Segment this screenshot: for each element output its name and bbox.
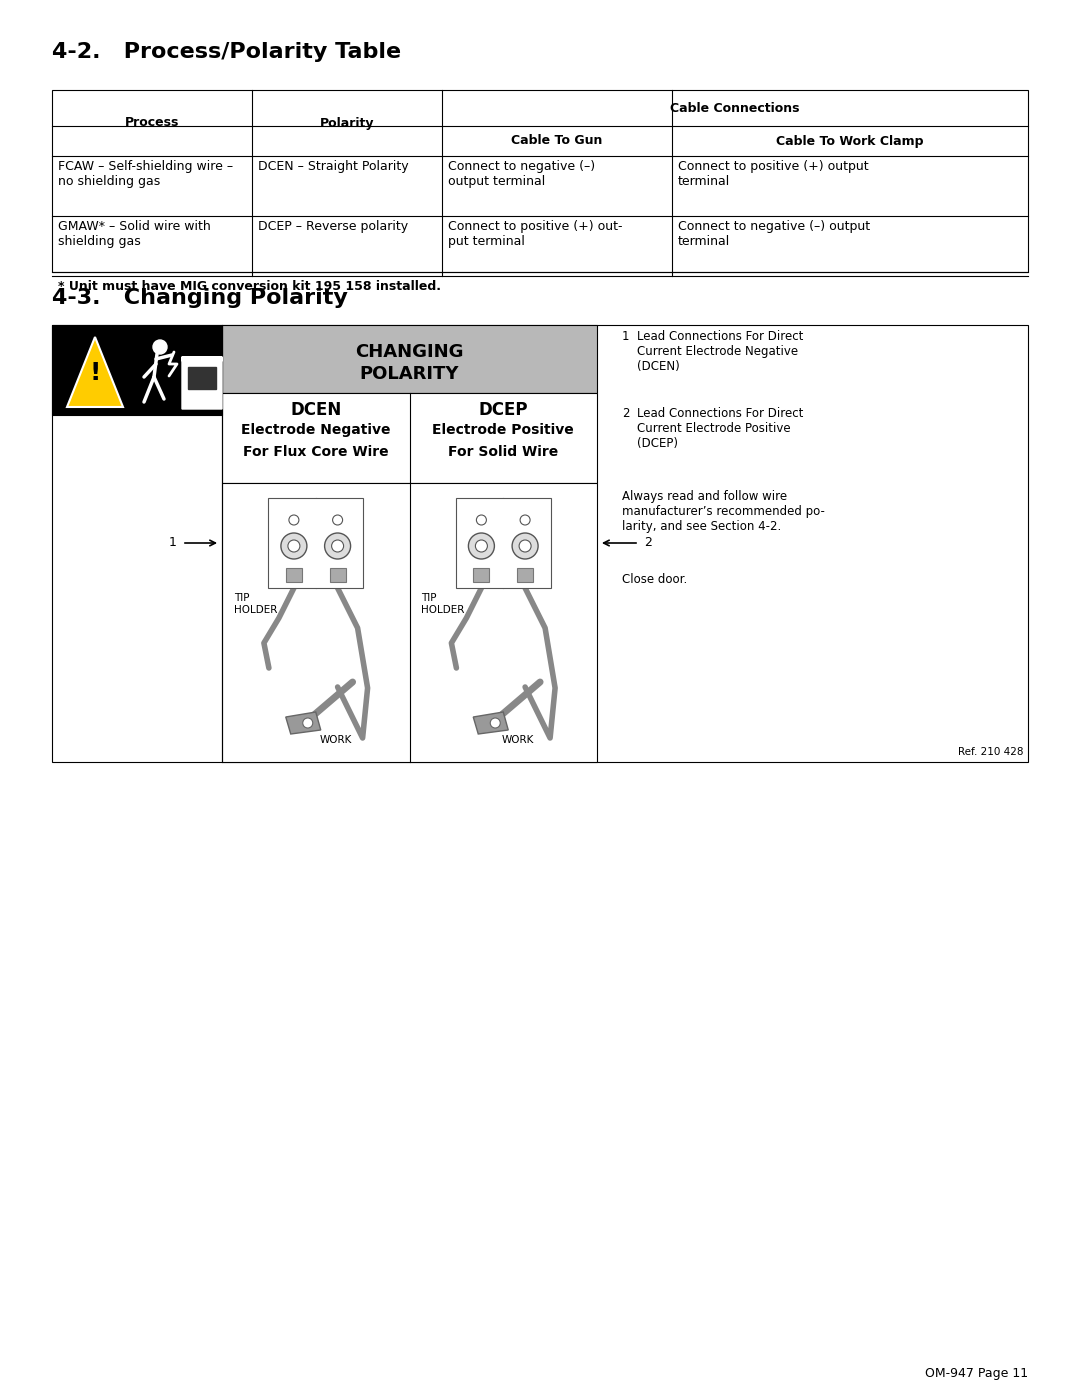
Text: Polarity: Polarity	[320, 116, 375, 130]
Text: OM-947 Page 11: OM-947 Page 11	[924, 1368, 1028, 1380]
Text: * Unit must have MIG conversion kit 195 158 installed.: * Unit must have MIG conversion kit 195 …	[58, 279, 441, 293]
Text: Cable To Gun: Cable To Gun	[511, 134, 603, 148]
Text: +: +	[476, 504, 486, 514]
Circle shape	[281, 534, 307, 559]
Circle shape	[476, 515, 486, 525]
Text: For Flux Core Wire: For Flux Core Wire	[243, 446, 389, 460]
Circle shape	[333, 515, 342, 525]
Text: TIP
HOLDER: TIP HOLDER	[234, 592, 278, 615]
Text: DCEP – Reverse polarity: DCEP – Reverse polarity	[258, 219, 408, 233]
Bar	[52, 326, 1028, 761]
Text: Electrode Negative: Electrode Negative	[241, 423, 391, 437]
Bar	[188, 367, 216, 388]
Text: Cable To Work Clamp: Cable To Work Clamp	[777, 134, 923, 148]
Text: Electrode Positive: Electrode Positive	[432, 423, 575, 437]
Circle shape	[469, 534, 495, 559]
Polygon shape	[473, 712, 509, 733]
Text: −: −	[333, 504, 342, 517]
Polygon shape	[286, 712, 321, 733]
Circle shape	[289, 515, 299, 525]
Bar	[329, 569, 346, 583]
Text: !: !	[90, 360, 100, 386]
Polygon shape	[67, 337, 123, 407]
Circle shape	[325, 534, 351, 559]
Text: Connect to positive (+) out-
put terminal: Connect to positive (+) out- put termina…	[448, 219, 622, 249]
Polygon shape	[183, 358, 222, 409]
Bar	[456, 497, 551, 588]
Text: POLARITY: POLARITY	[360, 365, 459, 383]
Text: 4-2.   Process/Polarity Table: 4-2. Process/Polarity Table	[52, 42, 401, 61]
Text: WORK: WORK	[320, 735, 352, 745]
Circle shape	[512, 534, 538, 559]
Circle shape	[490, 718, 500, 728]
Text: Always read and follow wire
manufacturer’s recommended po-
larity, and see Secti: Always read and follow wire manufacturer…	[622, 490, 825, 534]
Text: DCEP: DCEP	[478, 401, 528, 419]
Text: DCEN: DCEN	[291, 401, 341, 419]
Bar	[222, 393, 597, 483]
Bar	[222, 326, 597, 393]
Circle shape	[475, 541, 487, 552]
Text: +: +	[289, 504, 298, 514]
Text: 2: 2	[622, 407, 630, 420]
Text: Ref. 210 428: Ref. 210 428	[958, 747, 1023, 757]
Bar	[268, 497, 363, 588]
Text: For Solid Wire: For Solid Wire	[448, 446, 558, 460]
Bar	[517, 569, 534, 583]
Bar	[52, 89, 1028, 272]
Circle shape	[332, 541, 343, 552]
Text: DCEN – Straight Polarity: DCEN – Straight Polarity	[258, 161, 408, 173]
Text: Lead Connections For Direct
Current Electrode Positive
(DCEP): Lead Connections For Direct Current Elec…	[637, 407, 804, 450]
Text: Cable Connections: Cable Connections	[671, 102, 800, 115]
Bar	[286, 569, 302, 583]
Text: 4-3.   Changing Polarity: 4-3. Changing Polarity	[52, 288, 348, 307]
Text: GMAW* – Solid wire with
shielding gas: GMAW* – Solid wire with shielding gas	[58, 219, 211, 249]
Text: Process: Process	[125, 116, 179, 130]
Circle shape	[302, 718, 313, 728]
Text: CHANGING: CHANGING	[355, 344, 463, 360]
Text: Lead Connections For Direct
Current Electrode Negative
(DCEN): Lead Connections For Direct Current Elec…	[637, 330, 804, 373]
Bar	[473, 569, 489, 583]
Text: −: −	[519, 504, 530, 517]
Text: TIP
HOLDER: TIP HOLDER	[421, 592, 464, 615]
Text: WORK: WORK	[502, 735, 535, 745]
Bar	[222, 483, 597, 761]
Text: Connect to positive (+) output
terminal: Connect to positive (+) output terminal	[678, 161, 868, 189]
Text: Close door.: Close door.	[622, 573, 687, 585]
Circle shape	[288, 541, 300, 552]
Circle shape	[519, 541, 531, 552]
Circle shape	[521, 515, 530, 525]
Text: Connect to negative (–)
output terminal: Connect to negative (–) output terminal	[448, 161, 595, 189]
Text: FCAW – Self-shielding wire –
no shielding gas: FCAW – Self-shielding wire – no shieldin…	[58, 161, 233, 189]
Circle shape	[153, 339, 167, 353]
Text: 1: 1	[622, 330, 630, 344]
Text: 2: 2	[644, 536, 652, 549]
Bar	[52, 326, 222, 415]
Text: 1: 1	[170, 536, 177, 549]
Text: Connect to negative (–) output
terminal: Connect to negative (–) output terminal	[678, 219, 870, 249]
